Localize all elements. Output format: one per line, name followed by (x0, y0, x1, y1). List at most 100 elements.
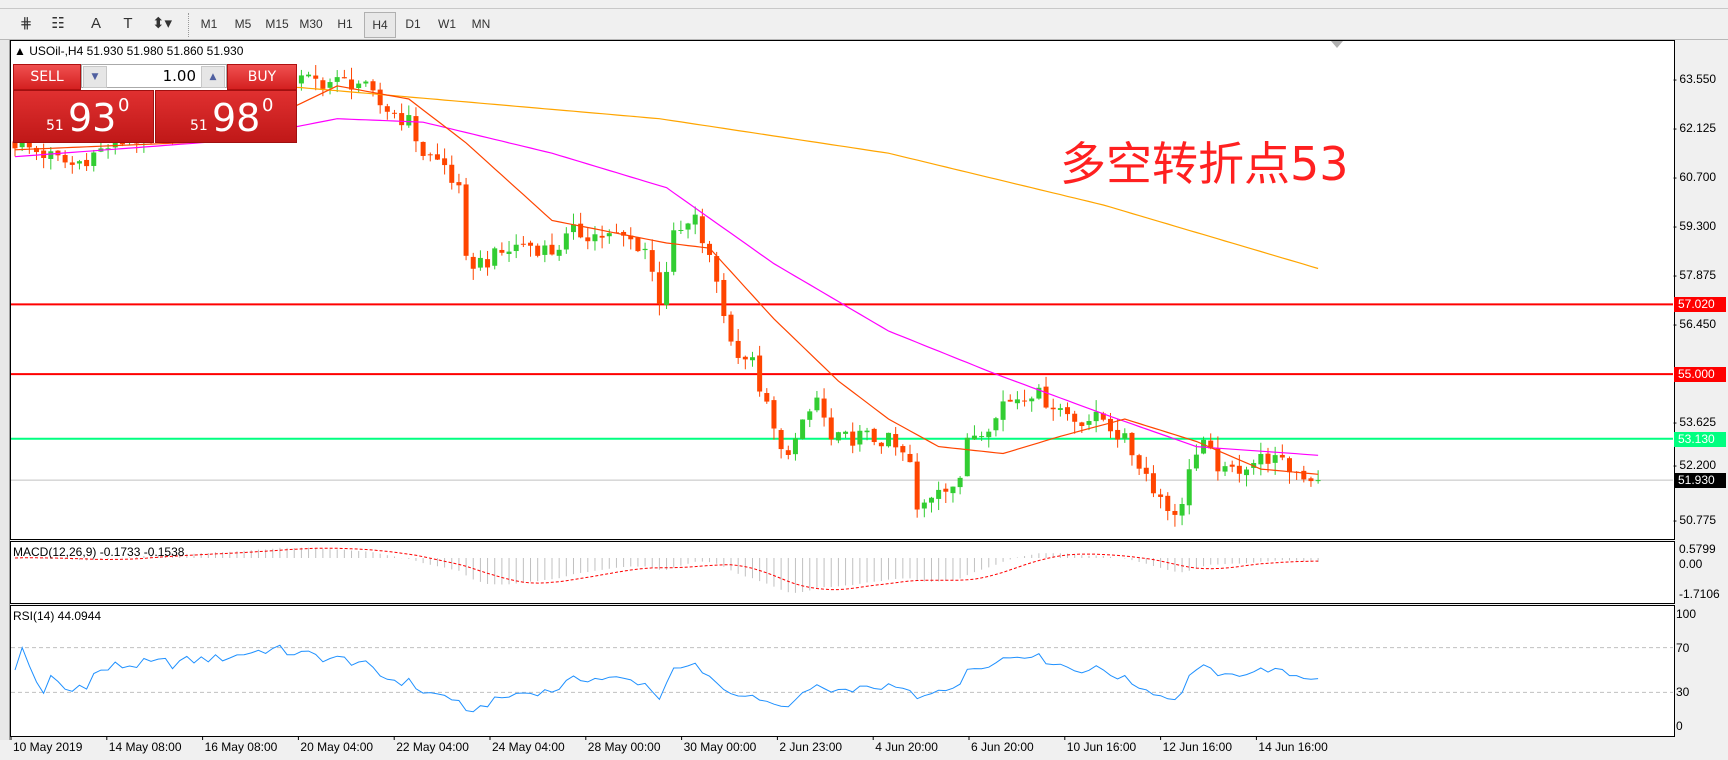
candle-bear (399, 113, 405, 126)
candle-bear (391, 112, 397, 114)
candle-bear (599, 235, 605, 238)
timeframe-m15[interactable]: M15 (265, 17, 289, 31)
candle-bull (1179, 504, 1185, 516)
lot-size-input[interactable]: 1.00 (162, 67, 196, 85)
timeframe-d1[interactable]: D1 (405, 17, 421, 31)
candle-bear (434, 154, 440, 160)
candle-bear (1165, 495, 1171, 511)
candle-bear (377, 89, 383, 106)
candle-bear (721, 279, 727, 317)
candle-bull (835, 432, 841, 441)
candle-bear (778, 430, 784, 450)
candle-bear (313, 75, 319, 79)
candle-bear (1136, 455, 1142, 469)
time-axis-label: 6 Jun 20:00 (971, 740, 1034, 754)
candle-bear (1236, 465, 1242, 474)
buy-price-pips: 98 (212, 96, 261, 140)
time-axis-label: 12 Jun 16:00 (1162, 740, 1232, 754)
timeframe-m1[interactable]: M1 (200, 17, 218, 31)
symbol-info: ▲ USOil-,H4 51.930 51.980 51.860 51.930 (14, 44, 243, 58)
timeframe-m30[interactable]: M30 (299, 17, 323, 31)
candle-bull (864, 430, 870, 433)
candle-bull (957, 477, 963, 488)
candle-bear (499, 249, 505, 253)
candle-bear (413, 116, 419, 142)
candle-bull (664, 271, 670, 305)
candle-bull (306, 74, 312, 77)
candle-bull (356, 83, 362, 89)
timeframe-m5[interactable]: M5 (234, 17, 252, 31)
candle-bear (628, 235, 634, 240)
price-level-label: 51.930 (1674, 473, 1726, 489)
timeframe-h1[interactable]: H1 (337, 17, 353, 31)
price-level-label: 57.020 (1674, 297, 1726, 313)
candle-bear (878, 442, 884, 447)
one-click-trade-panel: SELL ▼ 1.00 ▲ BUY 51 93 0 51 98 0 (13, 64, 297, 143)
candle-bull (1193, 454, 1199, 469)
candle-bull (363, 81, 369, 84)
lot-size-field[interactable]: ▼ 1.00 ▲ (81, 64, 227, 88)
rsi-panel[interactable] (10, 605, 1675, 737)
candle-bear (33, 147, 39, 153)
arrows-icon[interactable]: ⬍▾ (151, 15, 173, 32)
candle-bull (800, 419, 806, 439)
rsi-line (14, 644, 1319, 713)
sell-button[interactable]: SELL (13, 64, 81, 90)
candle-bull (513, 244, 519, 252)
fibonacci-lines-icon[interactable]: ☷ (51, 15, 65, 32)
candle-bull (76, 161, 82, 164)
candle-bear (821, 398, 827, 418)
candle-bear (742, 356, 748, 360)
toolbar-separator (188, 13, 190, 37)
sell-price-button[interactable]: 51 93 0 (13, 90, 154, 143)
timeframe-mn[interactable]: MN (471, 17, 491, 31)
buy-price-big: 51 (190, 118, 208, 134)
time-axis-label: 2 Jun 23:00 (779, 740, 843, 754)
lot-increase-button[interactable]: ▲ (201, 66, 225, 88)
timeframe-w1[interactable]: W1 (438, 17, 456, 31)
collapse-triangle-icon[interactable]: ▲ (14, 44, 26, 58)
macd-label: MACD(12,26,9) -0.1733 -0.1538 (13, 545, 185, 559)
rsi-axis-label: 70 (1676, 640, 1690, 655)
price-axis-label: - 63.550 (1673, 72, 1717, 86)
candle-bull (979, 436, 985, 438)
text-icon[interactable]: A (90, 15, 101, 32)
text-label-icon[interactable]: T (123, 15, 133, 32)
candle-bull (492, 248, 498, 266)
rsi-label: RSI(14) 44.0944 (13, 609, 102, 623)
buy-button[interactable]: BUY (227, 64, 297, 90)
candle-bull (606, 233, 612, 237)
chart-shift-marker[interactable] (1331, 41, 1343, 48)
window-tab-strip (0, 0, 1728, 9)
candle-bull (1222, 466, 1228, 472)
candle-bear (1215, 448, 1221, 472)
buy-price-fraction: 0 (262, 95, 274, 116)
candle-bear (728, 314, 734, 342)
macd-axis-min: -1.7106 (1679, 587, 1720, 601)
candle-bull (936, 489, 942, 499)
candle-bear (871, 428, 877, 443)
timeframe-h4[interactable]: H4 (364, 12, 396, 38)
candle-bull (1014, 399, 1020, 404)
candle-bull (570, 224, 576, 233)
lot-decrease-button[interactable]: ▼ (83, 66, 107, 88)
candle-bull (1036, 387, 1042, 399)
time-axis-label: 16 May 08:00 (204, 740, 278, 754)
candle-bear (62, 155, 68, 163)
macd-axis-zero: 0.00 (1679, 557, 1703, 571)
candle-bear (1265, 453, 1271, 464)
candle-bull (749, 357, 755, 361)
candle-bear (1107, 418, 1113, 432)
time-axis-label: 22 May 04:00 (396, 740, 469, 754)
candle-bear (528, 242, 534, 246)
fibonacci-fan-icon[interactable]: ⋕ (19, 15, 33, 32)
candle-bear (649, 250, 655, 272)
candle-bull (986, 431, 992, 438)
candle-bear (470, 256, 476, 269)
buy-price-button[interactable]: 51 98 0 (155, 90, 297, 143)
price-level-label: 53.130 (1674, 431, 1726, 447)
symbol-ohlc: USOil-,H4 51.930 51.980 51.860 51.930 (29, 44, 244, 58)
price-axis-label: - 53.625 (1673, 414, 1717, 429)
candle-bull (642, 248, 648, 251)
candle-bull (886, 432, 892, 447)
